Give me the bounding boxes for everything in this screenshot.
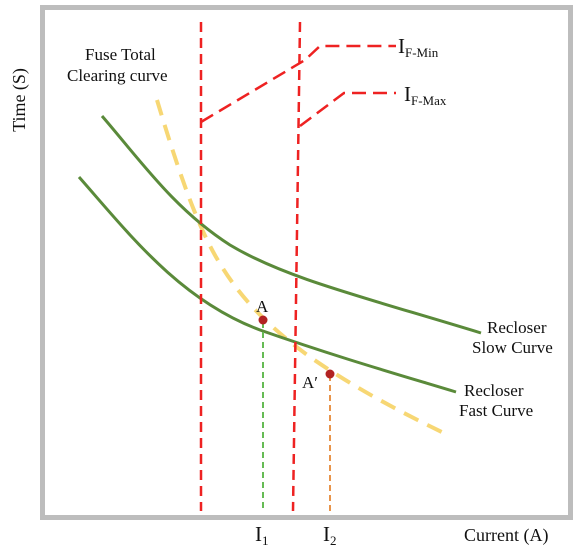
recloser-slow-label-line2: Slow Curve	[472, 338, 553, 357]
fuse-curve-label-line1: Fuse Total	[85, 45, 156, 64]
x-axis-label: Current (A)	[464, 525, 548, 546]
point-a	[258, 315, 268, 325]
label-i-fmin: IF-Min	[398, 34, 439, 60]
point-a-label: A	[256, 297, 269, 316]
vertical-limit-line-fmax	[291, 21, 302, 512]
tick-label-i2-main: I	[323, 522, 330, 546]
fuse-curve-label-line2: Clearing curve	[67, 66, 168, 85]
label-i-fmax-main: I	[404, 82, 411, 106]
tick-label-i2: I2	[323, 522, 337, 546]
fuse-curve-label: Fuse Total Clearing curve	[67, 45, 168, 85]
tick-label-i1-sub: 1	[262, 533, 269, 546]
plot-frame	[40, 5, 573, 520]
recloser-fast-label-line1: Recloser	[464, 381, 524, 400]
label-i-fmin-main: I	[398, 34, 405, 58]
label-i-fmax: IF-Max	[404, 82, 447, 108]
tick-label-i1-main: I	[255, 522, 262, 546]
recloser-fast-label-line2: Fast Curve	[459, 401, 533, 420]
tick-label-i2-sub: 2	[330, 533, 337, 546]
recloser-slow-label-line1: Recloser	[487, 318, 547, 337]
y-axis-label: Time (S)	[9, 68, 30, 132]
recloser-fast-curve	[77, 176, 457, 394]
leader-line-fmin	[200, 44, 396, 124]
point-a-prime-label: A′	[302, 373, 318, 392]
tick-label-i1: I1	[255, 522, 269, 546]
leader-line-fmax	[299, 91, 396, 127]
point-a-prime	[325, 369, 335, 379]
label-i-fmax-sub: F-Max	[411, 93, 447, 108]
label-i-fmin-sub: F-Min	[405, 45, 439, 60]
recloser-slow-curve	[100, 115, 482, 335]
